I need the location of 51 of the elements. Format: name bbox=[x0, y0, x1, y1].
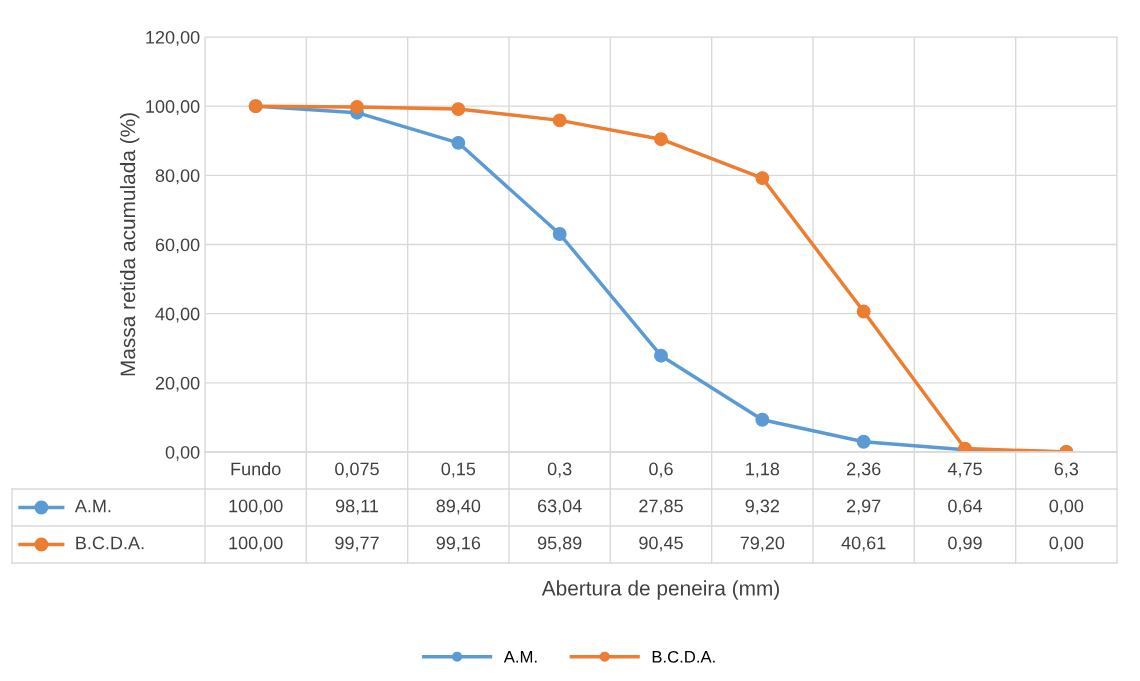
data-label: 9,32 bbox=[745, 499, 779, 515]
data-label: 98,11 bbox=[335, 499, 379, 515]
data-label: 100,00 bbox=[229, 499, 283, 515]
y-tick-label: 20,00 bbox=[155, 376, 200, 392]
y-tick-label: 60,00 bbox=[155, 238, 200, 254]
data-label: 99,77 bbox=[335, 536, 379, 552]
x-tick-label: 2,36 bbox=[847, 462, 881, 478]
point bbox=[755, 171, 770, 186]
y-axis-title: Massa retida acumulada (%) bbox=[119, 113, 140, 376]
point bbox=[755, 412, 770, 427]
point bbox=[856, 434, 871, 449]
x-tick-label: Fundo bbox=[231, 462, 281, 476]
text: A.M. bbox=[503, 651, 537, 663]
data-label: 89,40 bbox=[436, 499, 481, 515]
point bbox=[451, 135, 466, 150]
data-label: 99,16 bbox=[436, 536, 481, 552]
point bbox=[654, 132, 668, 147]
point bbox=[856, 304, 871, 319]
data-label: 2,97 bbox=[847, 499, 881, 515]
x-tick-label: 0,15 bbox=[441, 462, 476, 478]
x-tick-label: 0,6 bbox=[649, 462, 673, 478]
data-label: 100,00 bbox=[229, 536, 283, 552]
x-tick-label: 0,075 bbox=[335, 462, 379, 478]
y-tick-label: 40,00 bbox=[155, 307, 200, 323]
data-label: 90,45 bbox=[639, 536, 683, 552]
x-tick-label: 6,3 bbox=[1054, 462, 1079, 478]
point bbox=[451, 102, 466, 117]
point bbox=[654, 348, 668, 363]
data-label: 63,04 bbox=[537, 499, 582, 515]
point bbox=[552, 227, 567, 241]
data-label: 79,20 bbox=[740, 536, 785, 552]
data-label: 0,99 bbox=[948, 536, 982, 552]
y-tick-label: 100,00 bbox=[146, 100, 200, 116]
point bbox=[552, 113, 567, 128]
data-label: 0,00 bbox=[1049, 499, 1084, 515]
data-label: 27,85 bbox=[639, 499, 683, 515]
legend-label: B.C.D.A. bbox=[76, 536, 144, 550]
x-tick-label: 0,3 bbox=[547, 462, 572, 478]
data-label: 0,00 bbox=[1049, 536, 1084, 552]
legend-label: A.M. bbox=[74, 499, 111, 513]
x-axis-title: Abertura de peneira (mm) bbox=[541, 580, 779, 600]
text: B.C.D.A. bbox=[652, 650, 715, 663]
y-tick-label: 80,00 bbox=[155, 169, 200, 185]
x-tick-label: 1,18 bbox=[746, 462, 780, 478]
y-tick-label: 120,00 bbox=[146, 30, 200, 46]
data-label: 95,89 bbox=[537, 536, 582, 552]
data-label: 0,64 bbox=[948, 499, 983, 515]
data-label: 40,61 bbox=[841, 536, 886, 552]
y-tick-label: 0,00 bbox=[165, 445, 200, 461]
point bbox=[350, 100, 364, 114]
x-tick-label: 4,75 bbox=[947, 462, 982, 478]
